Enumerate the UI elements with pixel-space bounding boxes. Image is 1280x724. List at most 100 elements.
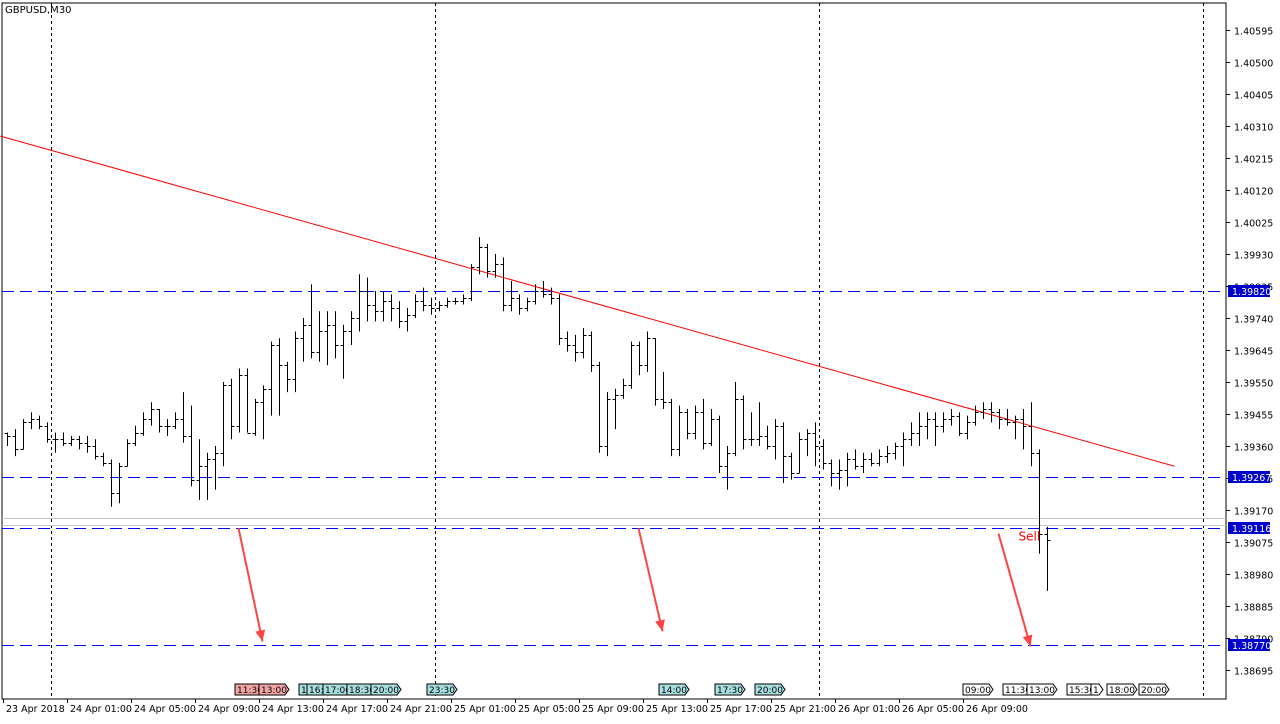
ohlc-bar — [468, 264, 475, 302]
ohlc-bar — [644, 331, 651, 372]
ohlc-bar — [244, 368, 251, 434]
y-tick-label: 1.39170 — [1234, 507, 1273, 518]
ohlc-bar — [260, 385, 267, 440]
x-tick-label: 24 Apr 21:00 — [390, 704, 452, 715]
ohlc-bar — [588, 331, 595, 372]
event-tag-label: 18:00 — [1109, 686, 1135, 696]
ohlc-bar — [580, 328, 587, 359]
ohlc-bar — [84, 435, 91, 453]
ohlc-bar — [116, 462, 123, 504]
ohlc-bar — [964, 415, 971, 440]
ohlc-bar — [348, 311, 355, 345]
ohlc-bar — [548, 287, 555, 305]
ohlc-bar — [276, 338, 283, 416]
sell-arrow-line[interactable] — [637, 527, 664, 632]
ohlc-bar — [852, 449, 859, 470]
ohlc-bar — [68, 435, 75, 446]
ohlc-bar — [788, 452, 795, 480]
ohlc-bar — [540, 280, 547, 298]
ohlc-bar — [596, 361, 603, 453]
event-tag-label: 15:30 — [1069, 686, 1095, 696]
ohlc-bar — [428, 297, 435, 315]
ohlc-bar — [724, 446, 731, 490]
ohlc-bar — [12, 429, 19, 457]
event-tag[interactable] — [962, 683, 994, 696]
event-tag-label: 16: — [309, 686, 323, 696]
x-tick-label: 24 Apr 09:00 — [198, 704, 260, 715]
event-tag-label: 18:30 — [349, 686, 375, 696]
ohlc-bar — [196, 439, 203, 500]
ohlc-bar — [332, 311, 339, 359]
event-tag[interactable] — [258, 683, 290, 696]
x-tick-label: 26 Apr 09:00 — [966, 704, 1028, 715]
ohlc-bar — [492, 254, 499, 278]
ohlc-bar — [996, 408, 1003, 430]
ohlc-bar — [140, 412, 147, 436]
price-level-tag[interactable] — [1228, 639, 1270, 651]
y-tick-label: 1.39360 — [1234, 443, 1273, 454]
event-tag[interactable] — [426, 683, 458, 696]
trendline[interactable] — [0, 135, 1175, 467]
event-tag[interactable] — [370, 683, 402, 696]
y-tick-label: 1.40595 — [1234, 27, 1273, 38]
sell-arrow-line[interactable] — [997, 533, 1032, 647]
ohlc-bar — [412, 294, 419, 318]
ohlc-bar — [732, 382, 739, 457]
event-tag-label: 09:00 — [965, 686, 991, 696]
ohlc-bar — [1004, 408, 1011, 426]
price-level-tag[interactable] — [1228, 285, 1270, 297]
ohlc-bar — [980, 402, 987, 420]
event-tag[interactable] — [714, 683, 746, 696]
x-tick-label: 25 Apr 13:00 — [646, 704, 708, 715]
ohlc-bar — [124, 439, 131, 467]
ohlc-bar — [700, 398, 707, 450]
ohlc-bar — [156, 408, 163, 433]
ohlc-bar — [268, 341, 275, 416]
y-tick-label: 1.38980 — [1234, 571, 1273, 582]
x-tick-label: 25 Apr 05:00 — [518, 704, 580, 715]
ohlc-bar — [76, 435, 83, 450]
ohlc-bar — [4, 432, 11, 446]
price-level-tag[interactable] — [1228, 522, 1270, 534]
ohlc-bar — [1028, 402, 1035, 467]
y-tick-label: 1.39930 — [1234, 251, 1273, 262]
ohlc-bar — [436, 301, 443, 312]
y-tick-label: 1.38885 — [1234, 603, 1273, 614]
y-tick-label: 1.38695 — [1234, 667, 1273, 678]
sell-arrow-line[interactable] — [237, 527, 264, 642]
ohlc-bar — [300, 318, 307, 362]
event-tag[interactable] — [1106, 683, 1138, 696]
ohlc-bar — [1036, 449, 1043, 554]
ohlc-bar — [572, 334, 579, 362]
event-tag[interactable] — [1026, 683, 1058, 696]
price-level-tag-label: 1.38770 — [1232, 641, 1271, 652]
ohlc-bar — [1012, 415, 1019, 440]
arrow-head — [655, 619, 665, 632]
price-level-tag[interactable] — [1228, 471, 1270, 483]
y-tick-label: 1.40405 — [1234, 91, 1273, 102]
ohlc-bar — [356, 274, 363, 332]
x-tick-label: 25 Apr 01:00 — [454, 704, 516, 715]
ohlc-bar — [476, 237, 483, 275]
x-tick-label: 25 Apr 21:00 — [774, 704, 836, 715]
ohlc-bar — [524, 297, 531, 312]
ohlc-bar — [828, 459, 835, 487]
ohlc-bar — [236, 368, 243, 433]
ohlc-bar — [60, 432, 67, 446]
event-tag[interactable] — [1138, 683, 1170, 696]
ohlc-bar — [748, 412, 755, 446]
ohlc-bar — [660, 371, 667, 409]
ohlc-bar — [892, 442, 899, 460]
ohlc-bar — [764, 425, 771, 450]
arrow-head — [1022, 634, 1033, 647]
event-tag[interactable] — [658, 683, 690, 696]
event-tag[interactable] — [1090, 683, 1104, 696]
ohlc-bar — [956, 412, 963, 436]
x-tick-label: 24 Apr 01:00 — [70, 704, 132, 715]
ohlc-bar — [884, 446, 891, 463]
event-tag[interactable] — [754, 683, 786, 696]
ohlc-bar — [188, 405, 195, 487]
ohlc-bar — [860, 452, 867, 473]
